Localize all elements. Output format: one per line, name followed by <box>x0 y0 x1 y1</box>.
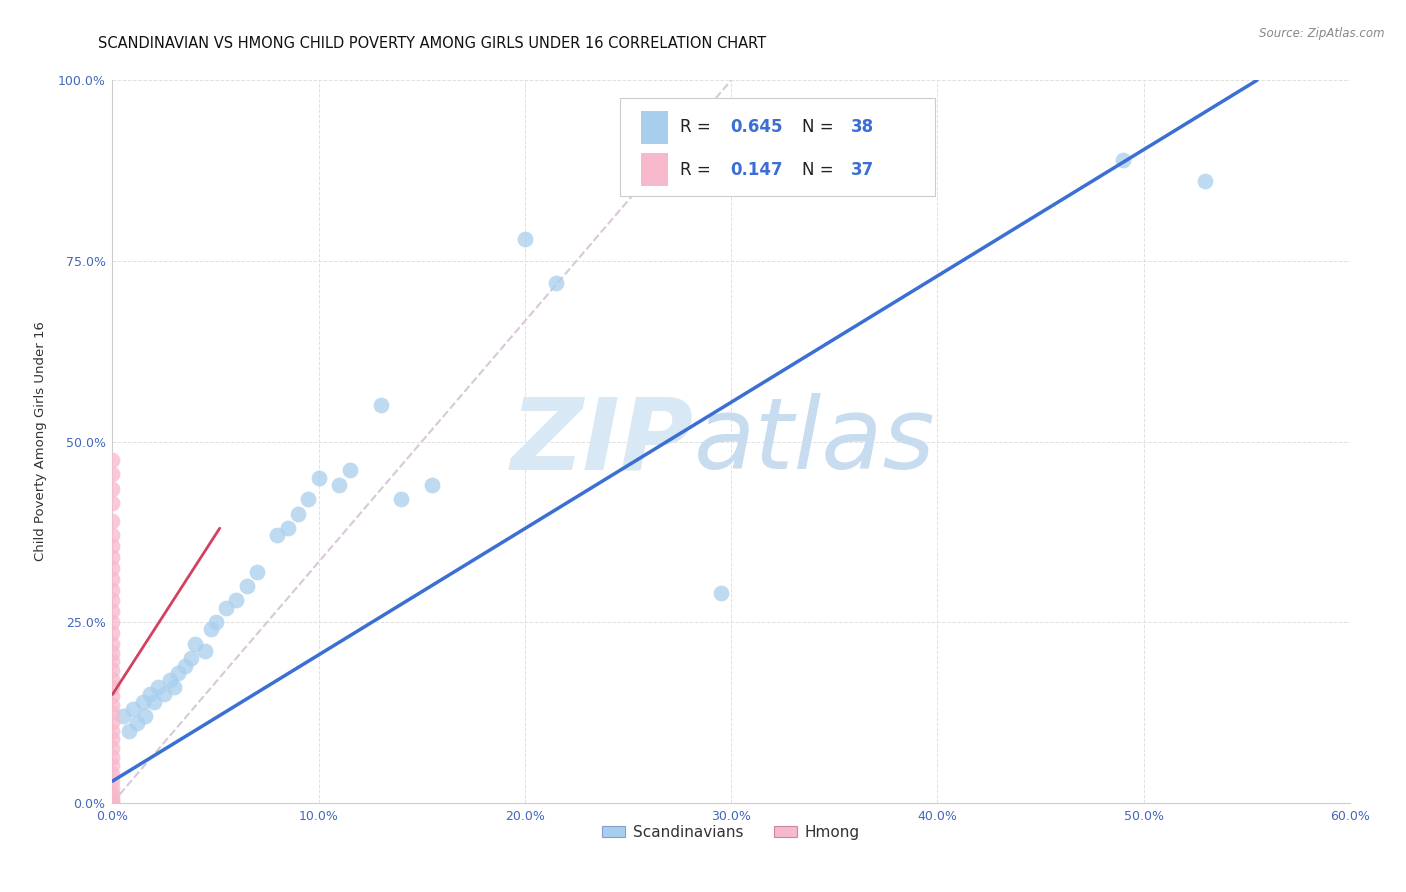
Point <box>101 637 124 651</box>
Point <box>266 528 288 542</box>
Point <box>101 626 124 640</box>
Point <box>194 644 217 658</box>
Point <box>101 732 124 747</box>
Point <box>163 680 186 694</box>
Text: N =: N = <box>801 119 838 136</box>
Point <box>101 646 124 660</box>
Point <box>101 572 124 586</box>
Point <box>101 706 124 721</box>
Point <box>101 794 124 808</box>
Point <box>277 521 299 535</box>
Text: 0.147: 0.147 <box>730 161 783 178</box>
Point <box>235 579 257 593</box>
Point <box>215 600 238 615</box>
Point <box>101 767 124 781</box>
Point <box>101 654 124 668</box>
Point <box>101 452 124 467</box>
Point <box>370 398 392 412</box>
Point <box>111 709 134 723</box>
Point <box>297 492 319 507</box>
Y-axis label: Child Poverty Among Girls Under 16: Child Poverty Among Girls Under 16 <box>34 322 46 561</box>
Point <box>101 593 124 607</box>
Point <box>101 689 124 703</box>
Point <box>204 615 226 630</box>
Text: 37: 37 <box>851 161 875 178</box>
Bar <box>641 153 668 186</box>
Point <box>134 709 156 723</box>
Text: N =: N = <box>801 161 838 178</box>
Point <box>101 582 124 597</box>
Point <box>339 463 361 477</box>
Point <box>101 740 124 755</box>
Text: atlas: atlas <box>695 393 935 490</box>
Point <box>246 565 269 579</box>
Point <box>101 774 124 789</box>
Point <box>101 467 124 481</box>
Point <box>513 232 536 246</box>
Point <box>101 796 124 810</box>
Point <box>101 615 124 630</box>
Point <box>420 478 443 492</box>
Point <box>101 714 124 729</box>
Point <box>101 663 124 677</box>
Point <box>710 586 733 600</box>
Point <box>101 514 124 528</box>
Point <box>544 276 567 290</box>
Point <box>173 658 195 673</box>
Text: 0.645: 0.645 <box>730 119 782 136</box>
Text: ZIP: ZIP <box>510 393 695 490</box>
Point <box>225 593 247 607</box>
Point <box>146 680 169 694</box>
Text: SCANDINAVIAN VS HMONG CHILD POVERTY AMONG GIRLS UNDER 16 CORRELATION CHART: SCANDINAVIAN VS HMONG CHILD POVERTY AMON… <box>98 36 766 51</box>
Point <box>101 496 124 510</box>
Point <box>328 478 350 492</box>
Text: R =: R = <box>681 119 717 136</box>
FancyBboxPatch shape <box>620 98 935 196</box>
Point <box>153 687 176 701</box>
Point <box>101 791 124 805</box>
Point <box>101 787 124 801</box>
Point <box>101 539 124 553</box>
Point <box>118 723 141 738</box>
Point <box>167 665 190 680</box>
Text: R =: R = <box>681 161 717 178</box>
Point <box>101 482 124 496</box>
Point <box>1112 153 1135 167</box>
Point <box>287 507 309 521</box>
Point <box>122 702 145 716</box>
Point <box>200 623 222 637</box>
Point <box>159 673 181 687</box>
Point <box>101 604 124 618</box>
Point <box>101 698 124 712</box>
Point <box>180 651 202 665</box>
Point <box>101 550 124 565</box>
Bar <box>641 111 668 144</box>
Point <box>138 687 160 701</box>
Point <box>101 528 124 542</box>
Point <box>101 680 124 694</box>
Point <box>101 723 124 738</box>
Point <box>101 758 124 772</box>
Point <box>1194 174 1216 188</box>
Point <box>132 695 155 709</box>
Point <box>101 672 124 686</box>
Text: 38: 38 <box>851 119 875 136</box>
Point <box>127 716 149 731</box>
Point <box>308 470 330 484</box>
Text: Source: ZipAtlas.com: Source: ZipAtlas.com <box>1260 27 1385 40</box>
Point <box>389 492 412 507</box>
Point <box>184 637 207 651</box>
Point <box>101 781 124 796</box>
Point <box>142 695 165 709</box>
Point <box>101 749 124 764</box>
Legend: Scandinavians, Hmong: Scandinavians, Hmong <box>596 819 866 846</box>
Point <box>101 561 124 575</box>
